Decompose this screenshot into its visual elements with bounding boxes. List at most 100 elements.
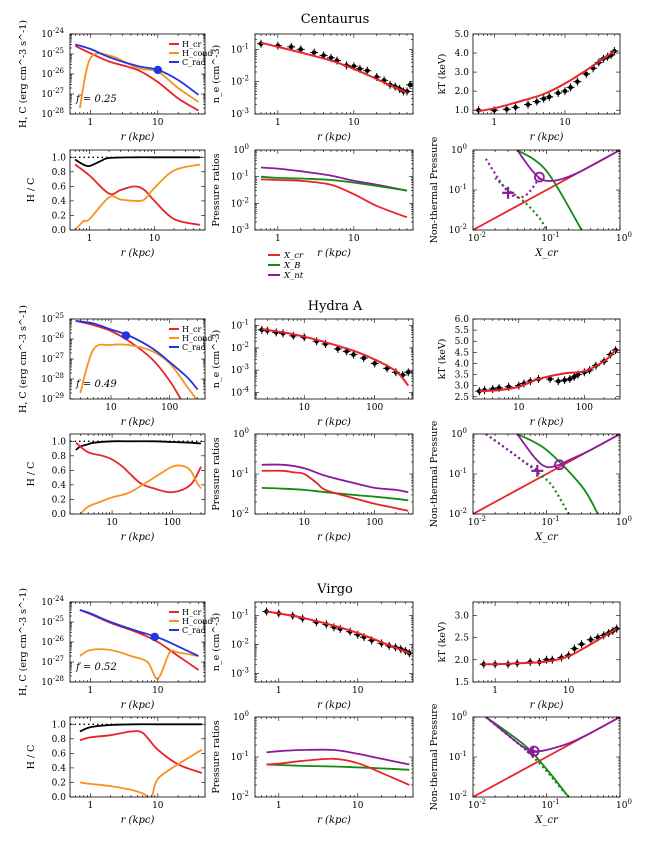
legend-label: H_cr — [182, 608, 201, 617]
data-point — [575, 79, 580, 84]
y-axis-label: kT (keV) — [437, 339, 448, 380]
panels: 1 10 10-28 10-27 10-26 10-25 10-24 r (kpc) H, C … — [18, 20, 632, 826]
y-tick-label: 0.6 — [52, 182, 67, 192]
model-line — [260, 41, 408, 94]
y-tick-label: 10-27 — [41, 655, 64, 668]
axes-frame — [254, 318, 414, 400]
series-line-total — [75, 440, 202, 451]
data-point — [335, 346, 341, 352]
y-tick-label: 0.2 — [52, 778, 66, 788]
y-tick-label: 0.0 — [52, 510, 67, 520]
axes-frame — [472, 318, 621, 400]
x-tick-label: 10 — [149, 234, 161, 244]
y-tick-label: 10-25 — [41, 312, 64, 325]
y-tick-label: 0.8 — [52, 452, 67, 462]
x-tick-label: 100 — [164, 518, 181, 528]
y-tick-label: 10-28 — [41, 675, 64, 688]
legend-label: H_cond — [182, 617, 213, 626]
y-axis-label: kT (keV) — [437, 622, 448, 663]
y-tick-label: 0.0 — [52, 793, 67, 803]
x-axis-label: r (kpc) — [121, 815, 155, 826]
plot-area — [479, 624, 620, 669]
axes-frame — [472, 33, 621, 115]
y-tick-label: 0.8 — [52, 735, 67, 745]
x-axis-label: X_cr — [534, 815, 559, 826]
y-tick-label: 10-1 — [231, 170, 249, 183]
data-point — [513, 105, 518, 110]
series-line-h_cond — [74, 163, 201, 230]
x-tick-label: 10-2 — [468, 231, 486, 244]
y-tick-label: 10-1 — [449, 467, 467, 480]
series-line-x_b — [516, 150, 583, 230]
y-tick-label: 100 — [451, 143, 467, 156]
plot-area — [475, 346, 620, 396]
y-tick-label: 10-26 — [41, 67, 64, 80]
y-tick-label: 10-27 — [41, 352, 64, 365]
series-line-c_rad — [79, 609, 199, 657]
legend-label: X_nt — [283, 271, 304, 281]
y-tick-label: 10-27 — [41, 87, 64, 100]
y-tick-label: 0.8 — [52, 168, 67, 178]
plot-area — [70, 440, 205, 514]
series-line-h_cond — [79, 648, 199, 680]
series-line-h_cr — [79, 609, 200, 671]
series-line-c_rad — [75, 320, 199, 391]
x-tick-label: 1 — [87, 234, 93, 244]
plot-area — [257, 325, 413, 387]
panel-centaurus_temperature: 1 10 1.0 2.0 3.0 4.0 5.0 r (kpc) kT (keV) — [437, 30, 621, 143]
y-tick-label: 100 — [233, 427, 249, 440]
data-point — [546, 94, 552, 100]
x-axis-label: r (kpc) — [530, 700, 564, 711]
data-point — [372, 361, 377, 366]
model-line — [483, 627, 618, 666]
equilibrium-marker — [150, 632, 159, 642]
y-tick-label: 4.5 — [455, 348, 470, 358]
data-point — [583, 71, 589, 77]
x-axis-label: r (kpc) — [121, 532, 155, 543]
x-axis-label: r (kpc) — [317, 700, 351, 711]
series-line-x_b-dotted — [494, 177, 548, 230]
x-tick-label: 10 — [152, 118, 164, 128]
data-point — [407, 82, 413, 88]
x-tick-label: 10 — [348, 234, 360, 244]
x-axis-label: r (kpc) — [530, 417, 564, 428]
y-tick-label: 10-2 — [449, 507, 467, 520]
y-tick-label: 2.5 — [455, 634, 470, 644]
model-line — [261, 328, 410, 387]
plot-area — [75, 320, 199, 399]
data-point — [288, 44, 294, 50]
y-axis-label: H, C (erg cm^-3 s^-1) — [18, 20, 29, 128]
y-tick-label: 4.0 — [455, 49, 470, 59]
panel-virgo_pressure: 1 10 10-2 10-1 100 r (kpc) Pressure ratios — [211, 710, 414, 826]
y-tick-label: 1.0 — [52, 437, 67, 447]
x-tick-label: 10 — [348, 118, 360, 128]
y-axis-label: Non-thermal Pressure — [429, 420, 440, 527]
series-line-x_nt — [516, 150, 620, 182]
panel-hydra_pressure: 10 100 10-2 10-1 100 r (kpc) Pressure ratios — [211, 427, 414, 543]
legend-label: H_cr — [182, 40, 201, 49]
data-point — [361, 355, 367, 361]
x-tick-label: 10-1 — [541, 798, 559, 811]
x-tick-label: 10 — [352, 801, 364, 811]
y-tick-label: 10-1 — [231, 42, 249, 55]
data-point — [298, 47, 304, 52]
y-tick-label: 10-2 — [231, 75, 249, 88]
series-line-x_cr — [261, 469, 409, 512]
series-line-x_nt — [260, 166, 408, 192]
x-tick-label: 100 — [161, 403, 178, 413]
x-tick-label: 100 — [616, 515, 632, 528]
series-line-x_b — [485, 717, 570, 797]
plot-area — [70, 723, 205, 797]
data-point — [555, 90, 561, 96]
series-line-h_cr — [74, 45, 199, 112]
data-point — [311, 50, 317, 55]
y-tick-label: 5.0 — [455, 337, 470, 347]
y-tick-label: 0.6 — [52, 466, 67, 476]
plot-area — [79, 609, 200, 680]
y-axis-label: n_e (cm^-3) — [211, 330, 222, 388]
y-tick-label: 100 — [451, 710, 467, 723]
x-tick-label: 100 — [576, 403, 593, 413]
data-point — [568, 85, 573, 90]
plot-area — [260, 166, 408, 219]
legend-label: X_B — [283, 261, 301, 271]
